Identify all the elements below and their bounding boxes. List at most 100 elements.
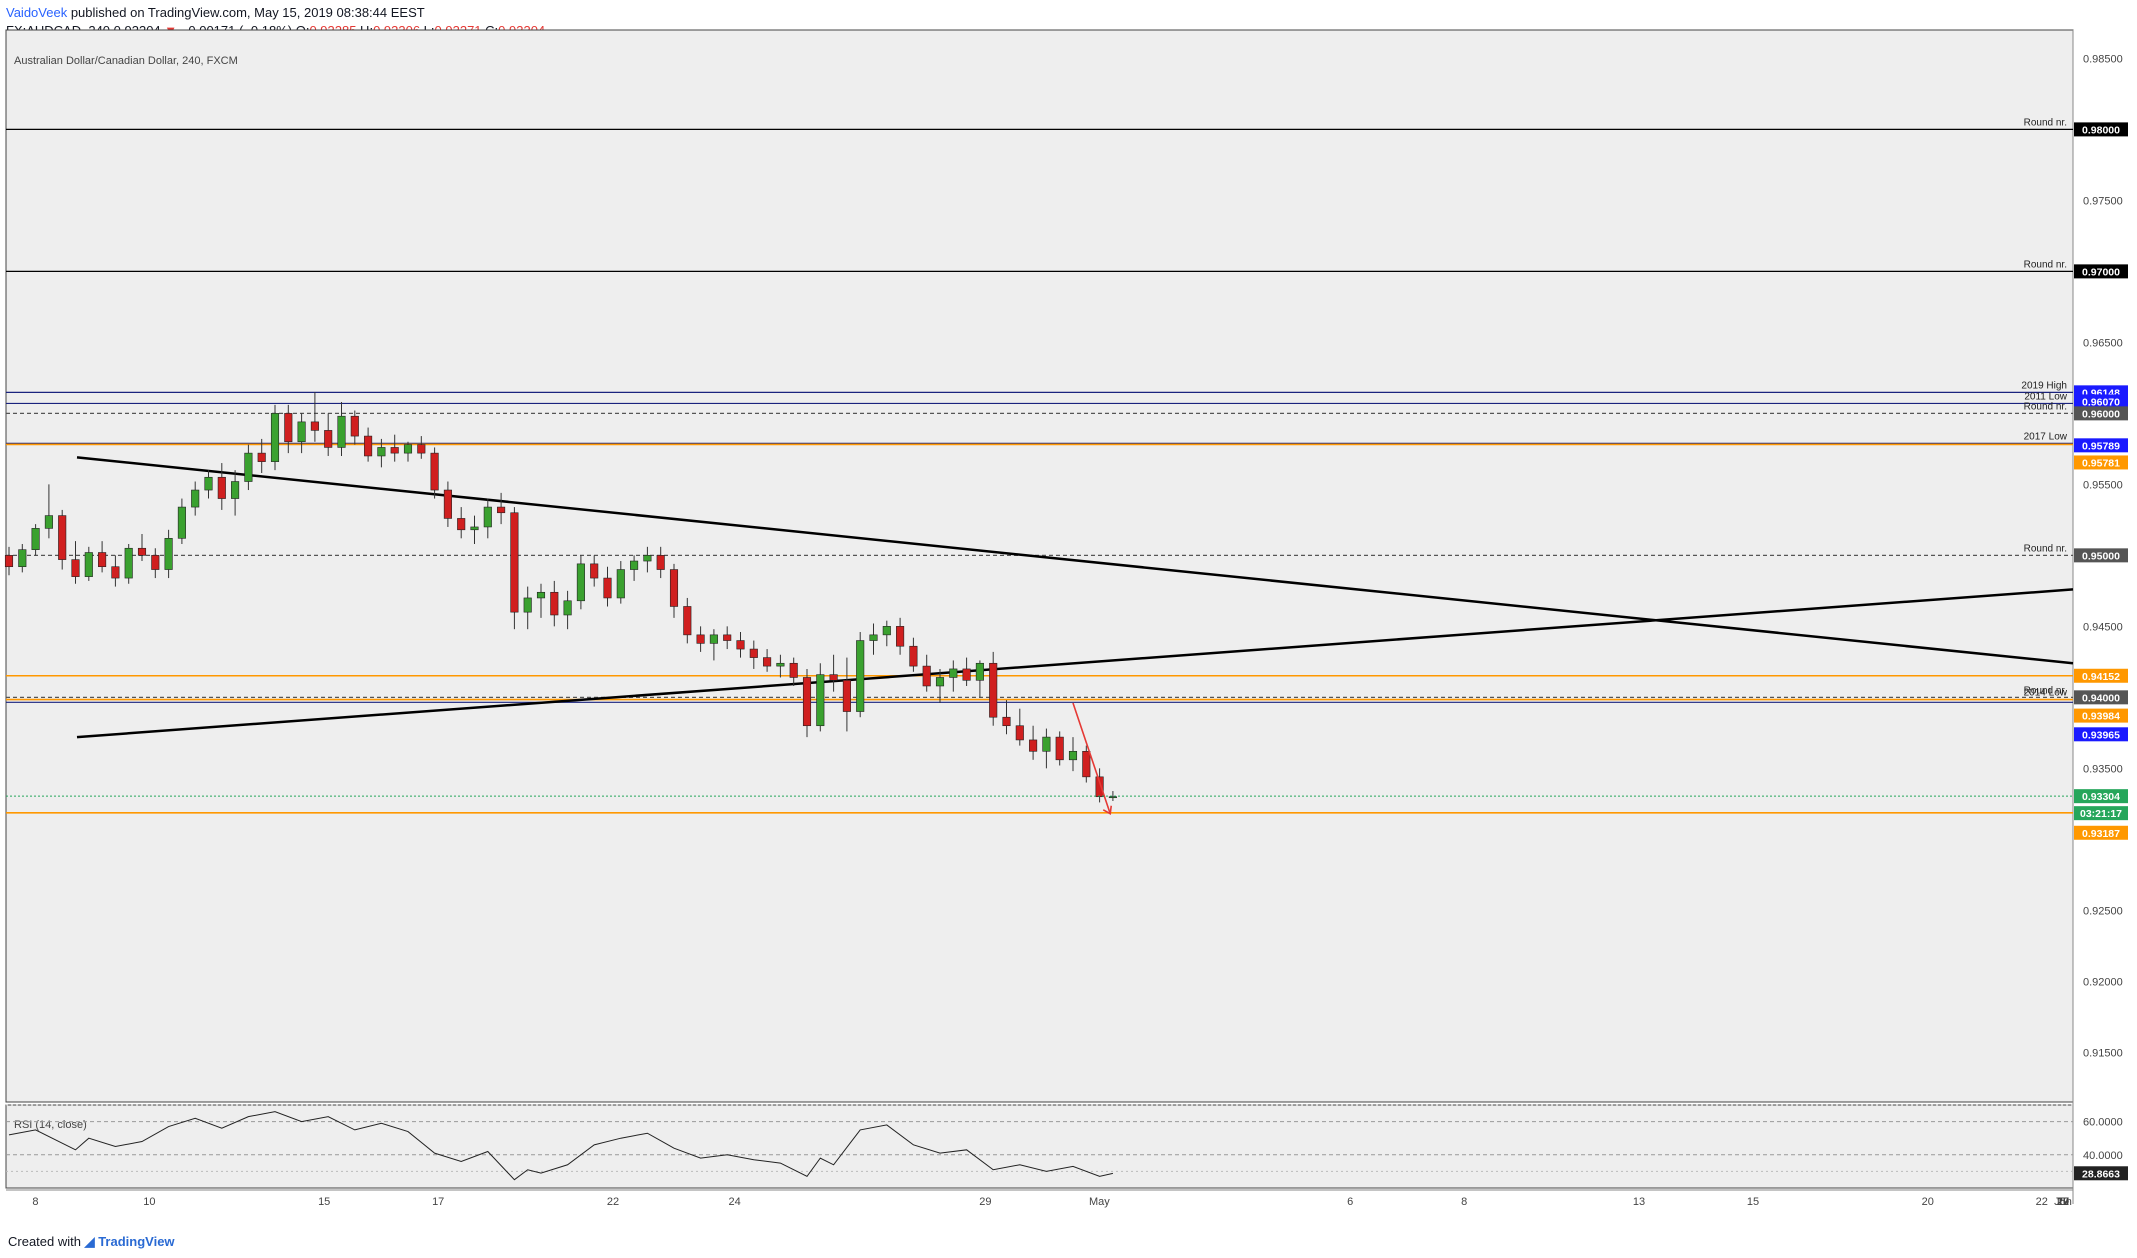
main-pane-background [5, 29, 2074, 1103]
tradingview-logo-icon[interactable]: ◢ [84, 1234, 99, 1249]
price-tag-bg [2074, 264, 2128, 279]
countdown-tag-bg [2074, 806, 2128, 821]
candle-body [1068, 750, 1078, 761]
candle-body [324, 430, 333, 448]
price-level-label: 2011 Low [2024, 391, 2067, 402]
price-level-label: 2019 High [2021, 380, 2067, 391]
chart-title: Australian Dollar/Canadian Dollar, 240, … [14, 55, 238, 67]
candle-body [1015, 725, 1024, 741]
price-tag-bg [2074, 548, 2128, 563]
candle-body [523, 597, 532, 613]
candle-body [630, 560, 639, 570]
price-level-label: 2017 Low [2024, 431, 2068, 442]
candle-body [111, 566, 120, 579]
price-tag: 0.93187 [2082, 828, 2120, 840]
candle-body [151, 555, 160, 570]
trendline-descending[interactable] [76, 456, 2074, 665]
candle-body [483, 506, 492, 528]
candle-body [989, 662, 998, 718]
candle-body [696, 634, 705, 644]
price-tag-bg [2074, 406, 2128, 421]
price-tag-bg [2074, 825, 2128, 840]
price-level-label: 2014 Low [2024, 688, 2068, 699]
price-tag-bg [2074, 438, 2128, 453]
current-price-tag: 0.93304 [2082, 791, 2120, 803]
projection-arrow[interactable] [1072, 702, 1111, 815]
price-level-label: Round nr. [2024, 543, 2067, 554]
candle-body [98, 552, 107, 568]
x-tick-label: 17 [2057, 1196, 2069, 1208]
candle-body [590, 563, 599, 579]
candle-body [723, 634, 732, 641]
price-tag: 0.93965 [2082, 729, 2120, 741]
candle-body [975, 662, 984, 681]
x-tick-label: 10 [143, 1196, 155, 1208]
candle-body [337, 415, 346, 448]
rsi-line [8, 1111, 1114, 1181]
candle-body [763, 657, 772, 667]
price-tag-bg [2074, 727, 2128, 742]
candle-body [284, 413, 293, 443]
countdown-tag: 03:21:17 [2080, 808, 2122, 820]
x-tick-label: 13 [1633, 1196, 1645, 1208]
footer: Created with ◢ TradingView [8, 1234, 175, 1250]
y-tick-label: 0.95500 [2083, 479, 2123, 491]
candle-body [497, 506, 506, 514]
y-tick-label: 0.91500 [2083, 1047, 2123, 1059]
candle-body [297, 421, 306, 443]
candle-body [270, 413, 280, 462]
x-tick-label: 8 [32, 1196, 38, 1208]
candle-body [364, 435, 373, 457]
candle-body [896, 626, 905, 647]
candle-body [669, 569, 679, 607]
candle-body [390, 447, 399, 454]
trendline-ascending[interactable] [76, 588, 2074, 739]
candle-body [417, 444, 426, 454]
candle-body [816, 674, 825, 727]
candle-body [935, 677, 945, 687]
x-tick-label: 20 [1922, 1196, 1934, 1208]
candle-body [1082, 750, 1091, 778]
rsi-label: RSI (14, close) [14, 1119, 87, 1131]
candle-body [550, 591, 559, 616]
price-tag: 0.96070 [2082, 396, 2120, 408]
price-tag: 0.95789 [2082, 440, 2120, 452]
x-tick-label: 15 [1747, 1196, 1759, 1208]
price-tag: 0.96000 [2082, 408, 2120, 420]
price-tag-bg [2074, 455, 2128, 470]
tradingview-brand[interactable]: TradingView [98, 1234, 175, 1249]
rsi-pane-background [5, 1104, 2074, 1189]
candle-body [1029, 739, 1038, 752]
candle-body [536, 591, 546, 599]
candle-body [856, 640, 865, 712]
price-level-label: Round nr. [2024, 401, 2067, 412]
created-with-text: Created with [8, 1234, 85, 1249]
price-tag: 0.95000 [2082, 550, 2120, 562]
candle-body [44, 515, 53, 529]
x-tick-label: 15 [318, 1196, 330, 1208]
candle-body [656, 555, 665, 570]
candle-body [736, 640, 745, 650]
price-level-label: Round nr. [2024, 117, 2067, 128]
candle-body [709, 634, 718, 644]
candle-body [204, 476, 213, 491]
candle-body [58, 515, 67, 560]
candle-body [789, 662, 798, 678]
candle-body [164, 538, 173, 570]
candle-body [842, 679, 851, 712]
price-tag-bg [2074, 394, 2128, 409]
candle-body [1002, 716, 1011, 727]
candle-body [457, 518, 466, 531]
current-price-tag-bg [2074, 789, 2128, 804]
candle-body [776, 662, 785, 667]
candle-body [191, 489, 200, 508]
candle-body [403, 444, 413, 454]
x-tick-label: 24 [728, 1196, 740, 1208]
candle-body [71, 559, 80, 577]
author-link[interactable]: VaidoVeek [6, 5, 68, 20]
candle-body [869, 634, 878, 641]
x-tick-label: 29 [979, 1196, 991, 1208]
price-level-label: Round nr. [2024, 259, 2067, 270]
candle-body [603, 577, 612, 599]
